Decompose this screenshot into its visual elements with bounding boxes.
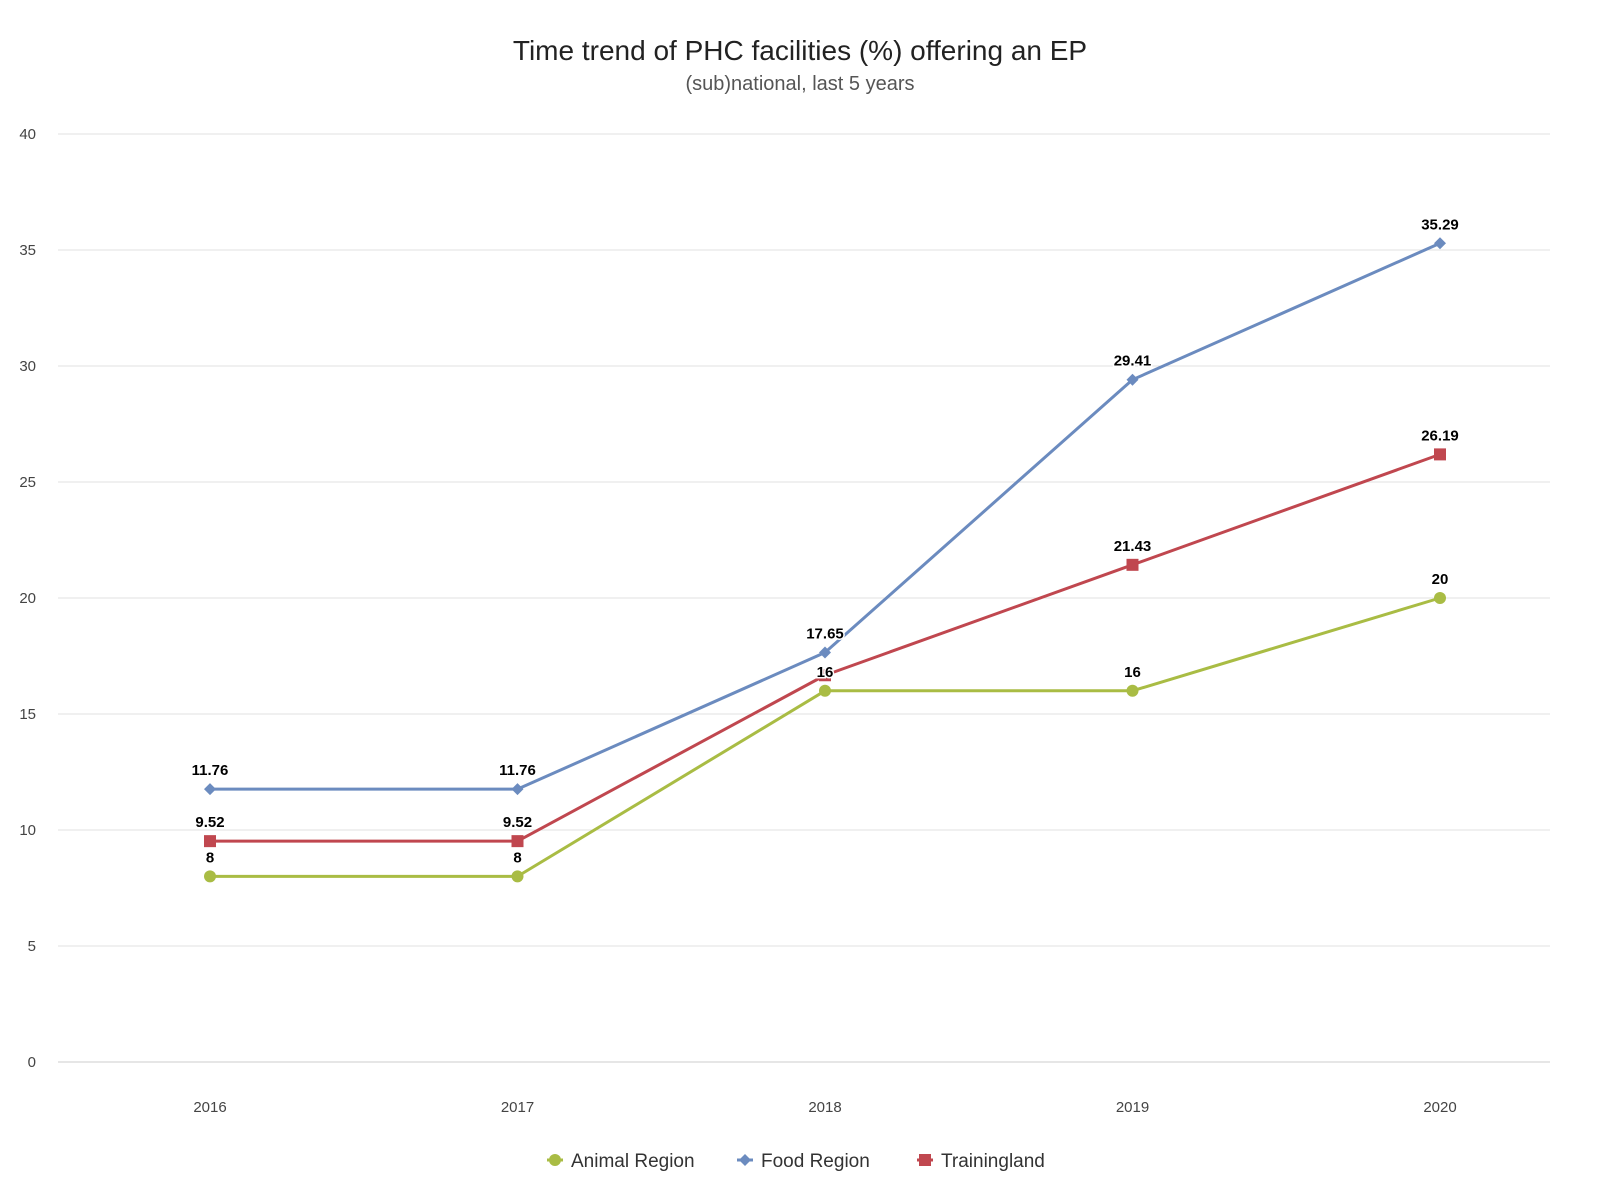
- y-axis-ticks: 0 5 10 15 20 25 30 35 40: [19, 126, 36, 1071]
- x-tick-label-2020: 2020: [1423, 1099, 1456, 1116]
- y-tick-label: 30: [19, 358, 36, 375]
- y-tick-label: 15: [19, 706, 36, 723]
- x-tick-label-2016: 2016: [193, 1099, 226, 1116]
- y-tick-label: 25: [19, 474, 36, 491]
- data-label-trainingland: 21.43: [1114, 538, 1152, 555]
- y-tick-label: 35: [19, 242, 36, 259]
- data-labels: 8 8 16 16 20 11.76 11.76 17.65 29.41 35.29 9.52 9.5…: [190, 215, 1460, 868]
- data-point-food-region: [204, 783, 216, 796]
- series-animal-region: [204, 592, 1446, 883]
- legend-item-trainingland[interactable]: Trainingland: [917, 1151, 1045, 1172]
- data-label-animal-region: 16: [1124, 664, 1141, 681]
- data-label-food-region: 11.76: [192, 762, 229, 779]
- legend-label-animal-region: Animal Region: [571, 1151, 695, 1172]
- data-label-animal-region: 20: [1432, 571, 1449, 588]
- legend-item-animal-region[interactable]: Animal Region: [547, 1151, 695, 1172]
- data-point-trainingland: [511, 835, 524, 848]
- y-tick-label: 40: [19, 126, 36, 143]
- data-label-food-region: 29.41: [1114, 353, 1152, 370]
- y-tick-label: 5: [28, 938, 36, 955]
- data-point-food-region: [819, 646, 831, 659]
- data-label-trainingland: 9.52: [195, 814, 224, 831]
- data-label-animal-region: 8: [513, 849, 521, 866]
- data-point-animal-region: [204, 870, 216, 883]
- series-line-food-region: [210, 241, 1441, 791]
- x-axis-ticks: 2016 2017 2018 2019 2020: [193, 1099, 1456, 1116]
- grid: [58, 133, 1550, 1063]
- x-tick-label-2017: 2017: [501, 1099, 534, 1116]
- data-point-trainingland: [1126, 558, 1139, 571]
- chart-subtitle: (sub)national, last 5 years: [685, 73, 914, 95]
- data-label-food-region: 11.76: [499, 762, 536, 779]
- legend-label-trainingland: Trainingland: [941, 1151, 1045, 1172]
- data-label-animal-region: 8: [206, 849, 214, 866]
- data-point-animal-region: [1434, 592, 1446, 604]
- data-point-food-region: [511, 783, 524, 796]
- legend-label-food-region: Food Region: [761, 1151, 870, 1172]
- legend-marker-food-region: [739, 1154, 751, 1166]
- data-point-animal-region: [511, 870, 524, 883]
- y-tick-label: 20: [19, 590, 36, 607]
- y-tick-label: 10: [19, 822, 36, 839]
- data-point-trainingland: [819, 669, 831, 682]
- chart-title: Time trend of PHC facilities (%) offerin…: [513, 35, 1087, 66]
- legend-marker-animal-region: [549, 1154, 561, 1166]
- data-label-trainingland: 9.52: [503, 814, 532, 831]
- data-point-animal-region: [1126, 684, 1139, 697]
- y-tick-label: 0: [28, 1054, 36, 1071]
- data-point-animal-region: [819, 684, 831, 697]
- legend-marker-trainingland: [919, 1154, 931, 1166]
- data-label-trainingland: 26.19: [1421, 427, 1459, 444]
- x-tick-label-2019: 2019: [1116, 1099, 1149, 1116]
- data-point-trainingland: [1434, 448, 1446, 461]
- data-label-food-region: 35.29: [1421, 216, 1459, 233]
- data-point-trainingland: [204, 835, 216, 848]
- data-label-animal-region: 16: [817, 664, 834, 681]
- series-lines: [204, 237, 1446, 883]
- data-label-food-region: 17.65: [806, 626, 844, 643]
- x-tick-label-2018: 2018: [808, 1099, 841, 1116]
- series-trainingland: [204, 448, 1446, 848]
- data-point-food-region: [1126, 373, 1139, 386]
- series-food-region: [204, 237, 1446, 796]
- legend: Animal Region Food Region Trainingland: [547, 1151, 1045, 1172]
- legend-item-food-region[interactable]: Food Region: [737, 1151, 870, 1172]
- data-point-food-region: [1434, 237, 1446, 250]
